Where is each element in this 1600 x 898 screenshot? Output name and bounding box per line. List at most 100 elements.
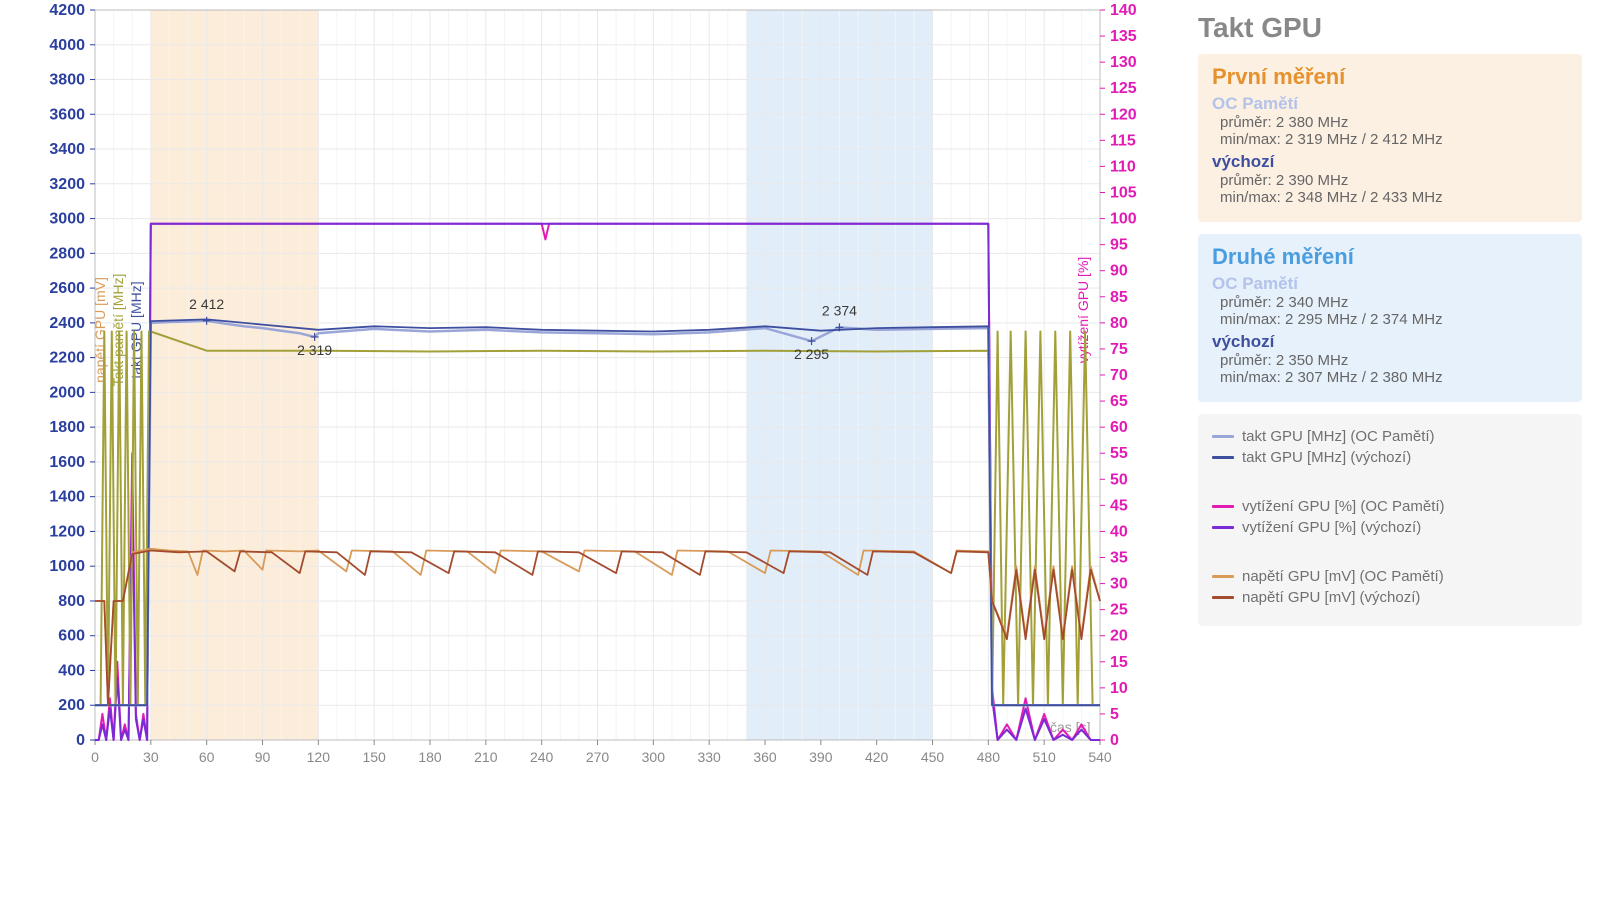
svg-text:330: 330: [697, 749, 721, 765]
chart: 0306090120150180210240270300330360390420…: [0, 0, 1180, 800]
legend-item: napětí GPU [mV] (výchozí): [1212, 589, 1568, 606]
svg-text:40: 40: [1110, 523, 1128, 540]
svg-text:2400: 2400: [49, 315, 85, 332]
svg-text:3800: 3800: [49, 72, 85, 89]
svg-text:2 374: 2 374: [822, 302, 857, 318]
measure-1-oc-avg: průměr: 2 380 MHz: [1220, 114, 1568, 131]
svg-text:75: 75: [1110, 341, 1128, 358]
legend-item: vytížení GPU [%] (OC Pamětí): [1212, 498, 1568, 515]
svg-text:90: 90: [1110, 263, 1128, 280]
svg-text:540: 540: [1088, 749, 1112, 765]
svg-text:15: 15: [1110, 654, 1128, 671]
svg-text:4000: 4000: [49, 37, 85, 54]
svg-text:95: 95: [1110, 237, 1128, 254]
svg-text:2 319: 2 319: [297, 342, 332, 358]
svg-text:25: 25: [1110, 602, 1128, 619]
svg-text:510: 510: [1032, 749, 1056, 765]
svg-text:3400: 3400: [49, 141, 85, 158]
svg-text:105: 105: [1110, 185, 1137, 202]
svg-text:90: 90: [255, 749, 271, 765]
svg-text:210: 210: [474, 749, 498, 765]
svg-text:85: 85: [1110, 289, 1128, 306]
svg-text:80: 80: [1110, 315, 1128, 332]
svg-text:3600: 3600: [49, 106, 85, 123]
svg-text:450: 450: [921, 749, 945, 765]
legend-label: napětí GPU [mV] (výchozí): [1242, 589, 1420, 606]
svg-text:60: 60: [1110, 419, 1128, 436]
legend-label: takt GPU [MHz] (výchozí): [1242, 449, 1411, 466]
svg-text:3200: 3200: [49, 176, 85, 193]
svg-text:vytížení GPU [%]: vytížení GPU [%]: [1075, 257, 1091, 364]
legend-swatch: [1212, 575, 1234, 578]
measure-2-def-avg: průměr: 2 350 MHz: [1220, 352, 1568, 369]
svg-text:35: 35: [1110, 550, 1128, 567]
svg-text:140: 140: [1110, 2, 1137, 19]
svg-text:270: 270: [586, 749, 610, 765]
measure-1-title: První měření: [1212, 64, 1568, 90]
svg-text:480: 480: [977, 749, 1001, 765]
legend-label: napětí GPU [mV] (OC Pamětí): [1242, 568, 1444, 585]
svg-text:135: 135: [1110, 28, 1137, 45]
svg-text:10: 10: [1110, 680, 1128, 697]
svg-text:2000: 2000: [49, 384, 85, 401]
legend-swatch: [1212, 526, 1234, 529]
svg-text:100: 100: [1110, 211, 1137, 228]
svg-text:150: 150: [362, 749, 386, 765]
legend-item: napětí GPU [mV] (OC Pamětí): [1212, 568, 1568, 585]
svg-text:130: 130: [1110, 54, 1137, 71]
svg-text:2 412: 2 412: [189, 296, 224, 312]
legend-swatch: [1212, 456, 1234, 459]
measure-1-def-label: výchozí: [1212, 152, 1568, 172]
svg-text:120: 120: [307, 749, 331, 765]
chart-svg: 0306090120150180210240270300330360390420…: [0, 0, 1180, 800]
legend-label: vytížení GPU [%] (výchozí): [1242, 519, 1421, 536]
svg-text:55: 55: [1110, 445, 1128, 462]
svg-text:115: 115: [1110, 132, 1136, 149]
legend-box: takt GPU [MHz] (OC Pamětí)takt GPU [MHz]…: [1198, 414, 1582, 626]
legend-swatch: [1212, 505, 1234, 508]
svg-text:240: 240: [530, 749, 554, 765]
measure-2-title: Druhé měření: [1212, 244, 1568, 270]
measure-1-oc-minmax: min/max: 2 319 MHz / 2 412 MHz: [1220, 131, 1568, 148]
svg-text:360: 360: [753, 749, 777, 765]
svg-text:125: 125: [1110, 80, 1137, 97]
measure-1-oc-label: OC Pamětí: [1212, 94, 1568, 114]
measure-2-oc-avg: průměr: 2 340 MHz: [1220, 294, 1568, 311]
svg-text:45: 45: [1110, 497, 1128, 514]
svg-text:65: 65: [1110, 393, 1128, 410]
measure-1-def-minmax: min/max: 2 348 MHz / 2 433 MHz: [1220, 189, 1568, 206]
svg-text:420: 420: [865, 749, 889, 765]
svg-text:30: 30: [143, 749, 159, 765]
svg-text:30: 30: [1110, 576, 1128, 593]
svg-text:110: 110: [1110, 158, 1136, 175]
svg-text:1600: 1600: [49, 454, 85, 471]
svg-text:2 295: 2 295: [794, 346, 829, 362]
svg-text:60: 60: [199, 749, 215, 765]
legend-swatch: [1212, 596, 1234, 599]
svg-text:4200: 4200: [49, 2, 85, 19]
panel-title: Takt GPU: [1198, 12, 1582, 44]
svg-text:0: 0: [91, 749, 99, 765]
legend-swatch: [1212, 435, 1234, 438]
legend-label: vytížení GPU [%] (OC Pamětí): [1242, 498, 1445, 515]
svg-text:200: 200: [58, 697, 85, 714]
svg-text:400: 400: [58, 662, 85, 679]
svg-text:0: 0: [76, 732, 85, 749]
svg-text:1000: 1000: [49, 558, 85, 575]
svg-text:50: 50: [1110, 471, 1128, 488]
svg-text:180: 180: [418, 749, 442, 765]
svg-text:2200: 2200: [49, 350, 85, 367]
svg-text:1400: 1400: [49, 489, 85, 506]
svg-text:3000: 3000: [49, 211, 85, 228]
svg-text:2600: 2600: [49, 280, 85, 297]
measure-1-box: První měření OC Pamětí průměr: 2 380 MHz…: [1198, 54, 1582, 222]
side-panel: Takt GPU První měření OC Pamětí průměr: …: [1180, 0, 1600, 898]
svg-text:120: 120: [1110, 106, 1137, 123]
svg-text:800: 800: [58, 593, 85, 610]
svg-text:5: 5: [1110, 706, 1119, 723]
svg-text:600: 600: [58, 628, 85, 645]
legend-item: vytížení GPU [%] (výchozí): [1212, 519, 1568, 536]
svg-text:2800: 2800: [49, 245, 85, 262]
svg-text:0: 0: [1110, 732, 1119, 749]
svg-text:300: 300: [642, 749, 666, 765]
